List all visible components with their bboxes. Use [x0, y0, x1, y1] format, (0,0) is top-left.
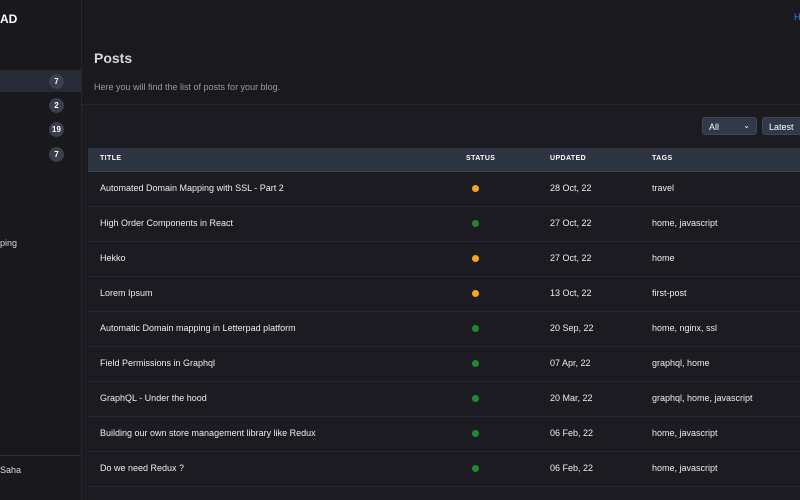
post-tags: home, javascript	[652, 463, 718, 473]
brand[interactable]: AD	[0, 12, 18, 26]
filter-label: Latest	[769, 122, 794, 132]
page-title: Posts	[94, 50, 133, 66]
chevron: ⌄	[743, 121, 750, 130]
status-filter[interactable]: All ⌄	[702, 117, 757, 135]
post-tags: home, javascript	[652, 218, 718, 228]
table-row[interactable]: Field Permissions in Graphql 07 Apr, 22 gr…	[88, 346, 800, 382]
user-name[interactable]: Saha	[0, 465, 22, 475]
post-title[interactable]: High Order Components in React	[100, 218, 234, 228]
active-item[interactable]	[0, 70, 81, 92]
chevron: ⌄	[798, 117, 800, 135]
post-tags: home, javascript	[652, 428, 718, 438]
badge: 7	[49, 147, 64, 162]
table-row[interactable]: Automated Domain Mapping with SSL - Part…	[88, 171, 800, 207]
table-row[interactable]: Lorem Ipsum 13 Oct, 22 first-post	[88, 276, 800, 312]
status-dot	[472, 430, 479, 437]
post-tags: graphql, home	[652, 358, 710, 368]
status-dot	[472, 220, 479, 227]
badge: 7	[49, 74, 64, 89]
post-title[interactable]: Automatic Domain mapping in Letterpad pl…	[100, 323, 296, 333]
filter-label: All	[709, 122, 720, 132]
post-title[interactable]: Building our own store management librar…	[100, 428, 316, 438]
post-title[interactable]: Field Permissions in Graphql	[100, 358, 216, 368]
divider	[0, 455, 81, 456]
updated-date: 20 Sep, 22	[550, 323, 594, 333]
post-title[interactable]: Hekko	[100, 253, 126, 263]
updated-date: 27 Oct, 22	[550, 218, 592, 228]
table-row[interactable]: GraphQL - Under the hood 20 Mar, 22 graphq…	[88, 381, 800, 417]
post-tags: first-post	[652, 288, 687, 298]
table-row[interactable]: Hekko 27 Oct, 22 home	[88, 241, 800, 277]
badge: 19	[49, 122, 64, 137]
updated-date: 13 Oct, 22	[550, 288, 592, 298]
post-tags: home, nginx, ssl	[652, 323, 718, 333]
updated-date: 06 Feb, 22	[550, 428, 594, 438]
updated-date: 27 Oct, 22	[550, 253, 592, 263]
post-tags: graphql, home, javascript	[652, 393, 753, 403]
updated-date: 28 Oct, 22	[550, 183, 592, 193]
sidebar: AD 7 2 19 7 ping Saha	[0, 0, 82, 500]
post-tags: home	[652, 253, 675, 263]
status-dot	[472, 360, 479, 367]
updated-date: 20 Mar, 22	[550, 393, 593, 403]
column-header: UPDATED	[550, 155, 587, 162]
column-header: STATUS	[466, 155, 496, 162]
table-row[interactable]	[88, 486, 800, 500]
status-dot	[472, 395, 479, 402]
post-title[interactable]: Lorem Ipsum	[100, 288, 153, 298]
post-tags: travel	[652, 183, 675, 193]
column-header: TITLE	[100, 155, 122, 162]
sort-filter[interactable]: Latest ⌄	[762, 117, 800, 135]
table-row[interactable]: High Order Components in React 27 Oct, 22…	[88, 206, 800, 242]
table-header: TITLE STATUS UPDATED TAGS	[88, 148, 800, 172]
column-header: TAGS	[652, 155, 673, 162]
post-title[interactable]: GraphQL - Under the hood	[100, 393, 207, 403]
table-row[interactable]: Do we need Redux ? 06 Feb, 22 home, javasc…	[88, 451, 800, 487]
nav-item[interactable]: ping	[0, 238, 18, 248]
top-link[interactable]: H	[794, 12, 800, 22]
post-title[interactable]: Do we need Redux ?	[100, 463, 185, 473]
table-row[interactable]: Building our own store management librar…	[88, 416, 800, 452]
updated-date: 07 Apr, 22	[550, 358, 591, 368]
updated-date: 06 Feb, 22	[550, 463, 594, 473]
badge: 2	[49, 98, 64, 113]
status-dot	[472, 255, 479, 262]
status-dot	[472, 325, 479, 332]
table-row[interactable]: Automatic Domain mapping in Letterpad pl…	[88, 311, 800, 347]
page-header: Posts Here you will find the list of pos…	[82, 0, 800, 105]
page-subtitle: Here you will find the list of posts for…	[94, 82, 281, 92]
post-title[interactable]: Automated Domain Mapping with SSL - Part…	[100, 183, 284, 193]
status-dot	[472, 465, 479, 472]
status-dot	[472, 290, 479, 297]
status-dot	[472, 185, 479, 192]
